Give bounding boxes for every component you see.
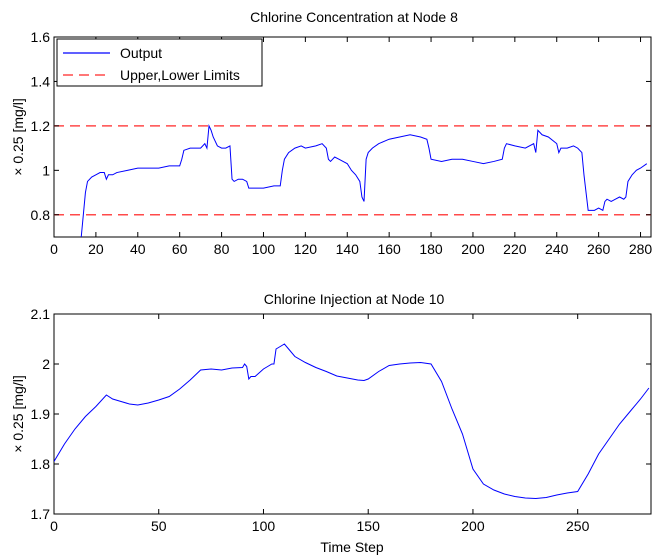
legend-limits-label: Upper,Lower Limits xyxy=(120,67,240,83)
x-tick-label: 250 xyxy=(566,518,590,534)
x-tick-label: 180 xyxy=(419,241,443,257)
chart-top-lines xyxy=(80,124,648,237)
x-tick-label: 150 xyxy=(357,518,381,534)
chart-top-limits xyxy=(54,125,651,216)
chart-0-series-0-line xyxy=(80,124,648,237)
chart-top: Chlorine Concentration at Node 8 0 20 40 60… xyxy=(10,9,652,257)
x-tick-label: 200 xyxy=(461,241,485,257)
x-tick-label: 80 xyxy=(214,241,230,257)
x-tick-label: 100 xyxy=(252,518,276,534)
chart-top-y-axis-label: × 0.25 [mg/l] xyxy=(10,98,26,175)
x-tick-label: 0 xyxy=(50,241,58,257)
x-tick-label: 60 xyxy=(172,241,188,257)
y-tick-label: 1.9 xyxy=(31,406,51,422)
chart-top-legend: Output Upper,Lower Limits xyxy=(56,38,263,87)
chart-bottom-x-axis-label: Time Step xyxy=(320,539,383,555)
y-tick-label: 1 xyxy=(42,162,50,178)
chart-top-title: Chlorine Concentration at Node 8 xyxy=(250,9,458,25)
y-tick-label: 1.7 xyxy=(31,506,51,522)
chart-top-x-ticks: 0 20 40 60 80 100 120 140 160 180 200 220 240 260 280 xyxy=(50,37,652,257)
x-tick-label: 120 xyxy=(294,241,318,257)
x-tick-label: 50 xyxy=(151,518,167,534)
chart-bottom-x-ticks: 0 50 100 150 200 250 xyxy=(50,314,590,534)
x-tick-label: 140 xyxy=(336,241,360,257)
y-tick-label: 2 xyxy=(42,356,50,372)
x-tick-label: 240 xyxy=(545,241,569,257)
x-tick-label: 280 xyxy=(629,241,653,257)
chart-bottom-plot-area xyxy=(53,313,652,515)
chart-1-series-0-line xyxy=(54,343,650,500)
x-tick-label: 100 xyxy=(252,241,276,257)
y-tick-label: 1.2 xyxy=(31,118,51,134)
y-tick-label: 1.8 xyxy=(31,456,51,472)
x-tick-label: 0 xyxy=(50,518,58,534)
chart-bottom-y-ticks: 1.7 1.8 1.9 2 2.1 xyxy=(31,306,651,522)
x-tick-label: 40 xyxy=(130,241,146,257)
chart-bottom-title: Chlorine Injection at Node 10 xyxy=(264,291,445,307)
chart-bottom: Chlorine Injection at Node 10 0 50 100 150 2… xyxy=(10,291,652,555)
x-tick-label: 260 xyxy=(587,241,611,257)
legend-output-label: Output xyxy=(120,45,162,61)
chart-top-y-ticks: 0.8 1 1.2 1.4 1.6 xyxy=(31,29,651,223)
x-tick-label: 200 xyxy=(461,518,485,534)
y-tick-label: 1.4 xyxy=(31,73,51,89)
y-tick-label: 0.8 xyxy=(31,207,51,223)
y-tick-label: 2.1 xyxy=(31,306,51,322)
y-tick-label: 1.6 xyxy=(31,29,51,45)
x-tick-label: 220 xyxy=(503,241,527,257)
legend-box xyxy=(56,38,263,87)
chart-bottom-y-axis-label: × 0.25 [mg/l] xyxy=(10,375,26,452)
x-tick-label: 20 xyxy=(88,241,104,257)
chart-bottom-lines xyxy=(54,343,650,500)
x-tick-label: 160 xyxy=(377,241,401,257)
